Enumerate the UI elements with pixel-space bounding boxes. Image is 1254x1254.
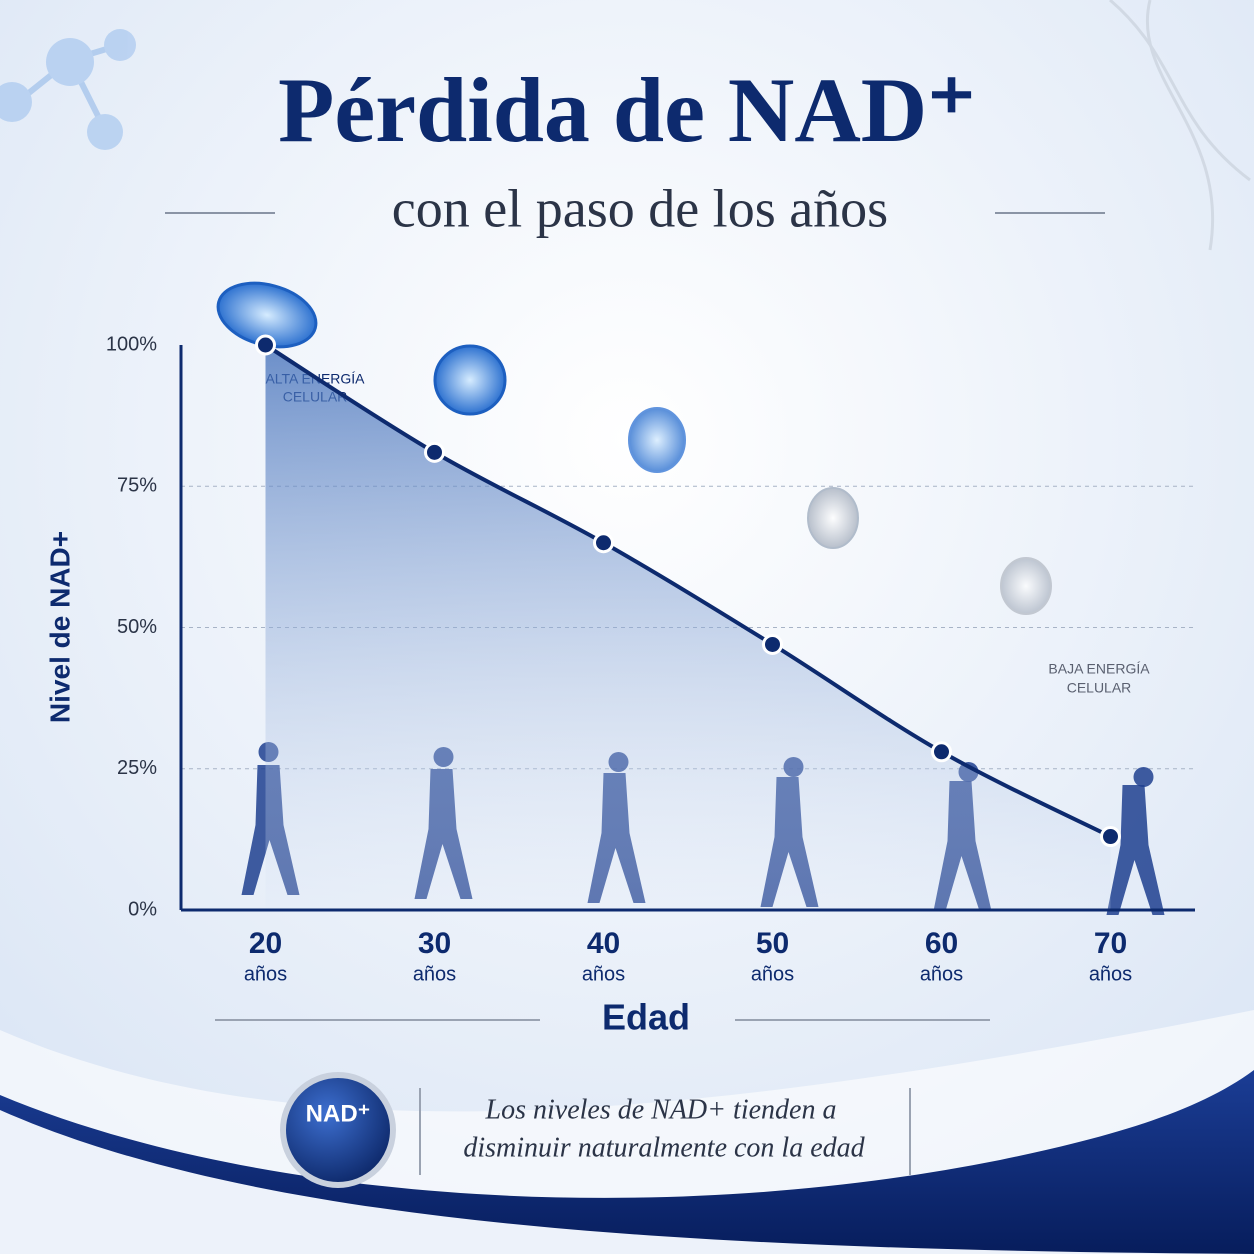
x-tick-unit: años bbox=[751, 963, 794, 985]
mitochondria-decoration bbox=[216, 281, 1052, 615]
point bbox=[762, 633, 783, 655]
molecule-decoration bbox=[0, 29, 136, 150]
annotation: BAJA ENERGÍA bbox=[1048, 661, 1150, 677]
area bbox=[265, 345, 1111, 910]
x-tick-label: 60 bbox=[925, 927, 958, 960]
point bbox=[931, 741, 952, 763]
y-tick-label: 25% bbox=[117, 757, 157, 779]
point bbox=[424, 441, 445, 463]
wave-front bbox=[0, 1110, 1254, 1254]
x-axis-label: Edad bbox=[602, 997, 690, 1038]
x-tick-label: 70 bbox=[1094, 927, 1127, 960]
y-tick-label: 0% bbox=[128, 898, 157, 920]
x-tick-unit: años bbox=[244, 963, 287, 985]
badge-label: NAD⁺ bbox=[306, 1100, 371, 1127]
chart-subtitle: con el paso de los años bbox=[392, 178, 888, 238]
point bbox=[593, 532, 614, 554]
x-tick-label: 40 bbox=[587, 927, 620, 960]
y-tick-label: 100% bbox=[106, 333, 157, 355]
y-tick-label: 50% bbox=[117, 616, 157, 638]
x-tick-unit: años bbox=[582, 963, 625, 985]
line bbox=[264, 343, 1112, 839]
footer-note: disminuir naturalmente con la edad bbox=[463, 1132, 865, 1163]
x-tick-unit: años bbox=[920, 963, 963, 985]
point bbox=[255, 334, 276, 356]
x-tick-unit: años bbox=[413, 963, 456, 985]
footer-note: Los niveles de NAD+ tienden a bbox=[485, 1094, 837, 1125]
x-tick-label: 50 bbox=[756, 927, 789, 960]
y-tick-label: 75% bbox=[117, 475, 157, 497]
dna-decoration bbox=[1109, 0, 1251, 251]
x-tick-label: 20 bbox=[249, 927, 282, 960]
x-tick-unit: años bbox=[1089, 963, 1132, 985]
person-silhouette bbox=[1106, 767, 1165, 915]
badge bbox=[280, 1072, 396, 1188]
annotation: CELULAR bbox=[1067, 680, 1132, 696]
chart-title: Pérdida de NAD⁺ bbox=[278, 59, 976, 161]
y-axis-label: Nivel de NAD+ bbox=[44, 531, 75, 723]
x-tick-label: 30 bbox=[418, 927, 451, 960]
point bbox=[1100, 826, 1121, 848]
